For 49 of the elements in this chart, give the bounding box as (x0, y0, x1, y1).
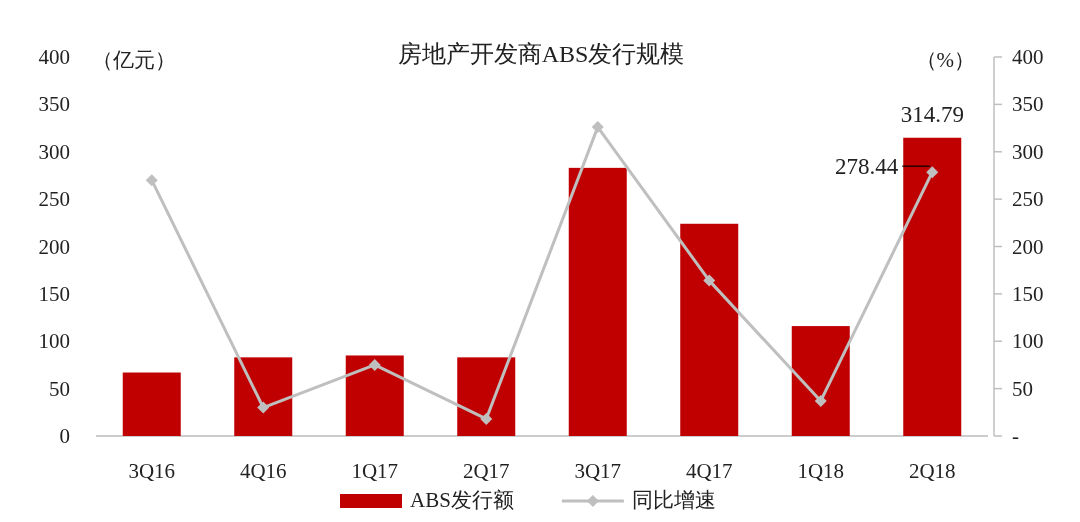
point (926, 166, 939, 179)
bar (903, 137, 962, 436)
x-tick-label: 2Q17 (462, 459, 510, 483)
y2-tick-label: 100 (1012, 329, 1044, 354)
y2-tick-label: 400 (1012, 45, 1044, 69)
bar (568, 167, 627, 436)
y2-tick-label: 250 (1012, 187, 1044, 212)
x-tick-label: 1Q17 (351, 459, 399, 483)
point (145, 174, 158, 187)
legend-label: 同比增速 (631, 488, 716, 512)
y-axis-title: （亿元） (92, 48, 176, 72)
bar (457, 357, 516, 436)
y2-tick-label: 350 (1012, 92, 1044, 117)
bar (122, 372, 181, 436)
y2-tick-label: 300 (1012, 139, 1044, 164)
y-tick-label: 50 (49, 376, 70, 401)
bar (345, 355, 404, 436)
x-tick-label: 2Q18 (908, 459, 956, 483)
y2-tick-label: 150 (1012, 281, 1044, 306)
legend-label: ABS发行额 (410, 488, 514, 512)
y-tick-label: 200 (38, 234, 70, 259)
y-tick-label: 300 (38, 139, 70, 164)
y2-axis-title: （%） (915, 48, 975, 72)
data-label: 278.44 (835, 154, 899, 180)
point (257, 401, 270, 414)
y2-tick-label: 50 (1012, 376, 1033, 401)
point (591, 121, 604, 134)
point (480, 412, 493, 425)
y-tick-label: 150 (38, 281, 70, 306)
x-tick-label: 1Q18 (797, 459, 845, 483)
y-tick-label: 350 (38, 92, 70, 117)
y-tick-label: 250 (38, 187, 70, 212)
point (703, 274, 716, 287)
y2-tick-label: 200 (1012, 234, 1044, 259)
x-tick-label: 3Q17 (574, 459, 622, 483)
y-tick-label: 400 (38, 45, 70, 69)
point (368, 358, 381, 371)
x-tick-label: 4Q16 (239, 459, 287, 483)
point (814, 394, 827, 407)
data-label: 314.79 (900, 101, 964, 127)
y-tick-label: 100 (38, 329, 70, 354)
y-tick-label: 0 (59, 424, 70, 448)
bar (680, 223, 739, 436)
x-tick-label: 3Q16 (128, 459, 176, 483)
bar (791, 326, 850, 436)
bar (234, 357, 293, 436)
y2-tick-label: - (1012, 424, 1019, 448)
chart-title: 房地产开发商ABS发行规模 (397, 41, 685, 67)
x-tick-label: 4Q17 (685, 459, 733, 483)
